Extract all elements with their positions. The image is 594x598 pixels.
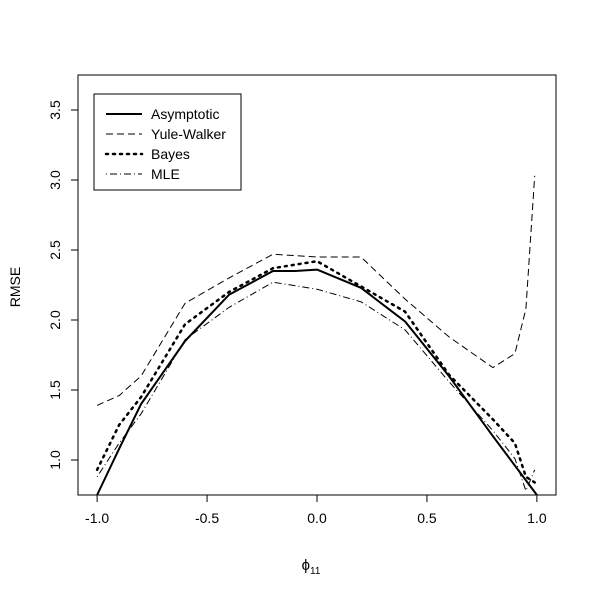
x-axis-label-subscript: 11 xyxy=(310,566,321,577)
y-tick-label: 1.5 xyxy=(47,380,63,400)
x-tick-label: 0.0 xyxy=(307,510,327,526)
series-line-mle xyxy=(96,281,536,492)
x-axis-label-symbol: ϕ xyxy=(302,557,310,574)
y-tick-label: 2.5 xyxy=(47,240,63,260)
legend-label-mle: MLE xyxy=(151,166,180,182)
legend-label-yule-walker: Yule-Walker xyxy=(151,126,226,142)
y-tick-label: 3.5 xyxy=(47,100,63,120)
series-line-yule-walker xyxy=(96,175,536,406)
y-tick-label: 1.0 xyxy=(47,450,63,470)
x-axis-label: ϕ11 xyxy=(302,557,321,577)
series-line-bayes xyxy=(95,259,536,484)
plot-area xyxy=(95,175,538,496)
x-tick-label: 0.5 xyxy=(417,510,437,526)
x-tick-label: -0.5 xyxy=(195,510,219,526)
axis-labels: RMSE ϕ11 xyxy=(7,267,321,577)
y-axis-label: RMSE xyxy=(7,267,23,307)
x-tick-label: -1.0 xyxy=(85,510,109,526)
series-line-asymptotic xyxy=(96,268,538,496)
axes: -1.0 -0.5 0.0 0.5 1.0 1.0 1.5 2.0 2.5 3.0 3.5 xyxy=(47,74,557,526)
legend-box xyxy=(93,93,242,191)
legend: Asymptotic Yule-Walker Bayes MLE xyxy=(93,93,242,191)
y-tick-label: 2.0 xyxy=(47,310,63,330)
legend-label-bayes: Bayes xyxy=(151,146,190,162)
y-tick-label: 3.0 xyxy=(47,170,63,190)
x-tick-label: 1.0 xyxy=(527,510,547,526)
legend-label-asymptotic: Asymptotic xyxy=(151,106,219,122)
